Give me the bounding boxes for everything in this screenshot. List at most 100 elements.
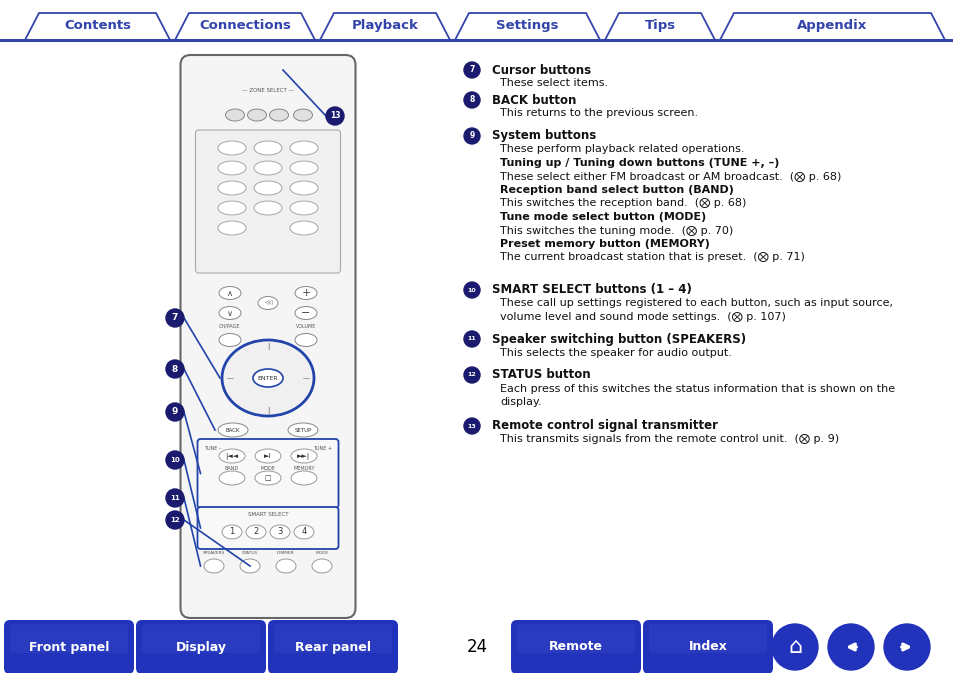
Text: STATUS: STATUS (242, 551, 258, 555)
Ellipse shape (246, 525, 266, 539)
Circle shape (883, 624, 929, 670)
Ellipse shape (294, 525, 314, 539)
Ellipse shape (269, 109, 288, 121)
FancyBboxPatch shape (195, 130, 340, 273)
Text: — ZONE SELECT —: — ZONE SELECT — (242, 87, 294, 92)
FancyBboxPatch shape (4, 620, 133, 673)
Text: The current broadcast station that is preset.  (⨂ p. 71): The current broadcast station that is pr… (499, 252, 804, 262)
Text: 24: 24 (466, 638, 487, 656)
Polygon shape (455, 13, 599, 40)
Circle shape (166, 511, 184, 529)
Text: ►►|: ►►| (297, 452, 311, 460)
Text: This switches the reception band.  (⨂ p. 68): This switches the reception band. (⨂ p. … (499, 199, 745, 209)
Text: MEMORY: MEMORY (293, 466, 314, 470)
FancyBboxPatch shape (642, 620, 772, 673)
Text: 7: 7 (172, 314, 178, 322)
Ellipse shape (219, 287, 241, 299)
Ellipse shape (218, 423, 248, 437)
Text: —: — (226, 375, 233, 381)
Text: 2: 2 (253, 528, 258, 536)
Text: TUNE +: TUNE + (314, 446, 333, 450)
Ellipse shape (257, 297, 277, 310)
FancyBboxPatch shape (180, 55, 355, 618)
Circle shape (463, 418, 479, 434)
Text: 11: 11 (170, 495, 180, 501)
Ellipse shape (290, 141, 317, 155)
Polygon shape (174, 13, 314, 40)
Ellipse shape (312, 559, 332, 573)
Polygon shape (319, 13, 450, 40)
Text: ◁◁: ◁◁ (263, 301, 272, 306)
Text: SMART SELECT: SMART SELECT (248, 513, 288, 518)
Text: Each press of this switches the status information that is shown on the: Each press of this switches the status i… (499, 384, 894, 394)
Ellipse shape (225, 109, 244, 121)
Ellipse shape (270, 525, 290, 539)
Text: SPEAKERS: SPEAKERS (203, 551, 225, 555)
Text: 9: 9 (469, 131, 475, 141)
Text: Speaker switching button (SPEAKERS): Speaker switching button (SPEAKERS) (492, 332, 745, 345)
FancyBboxPatch shape (511, 620, 640, 673)
Polygon shape (720, 13, 944, 40)
Text: 10: 10 (467, 287, 476, 293)
FancyBboxPatch shape (142, 624, 260, 653)
Text: System buttons: System buttons (492, 129, 596, 143)
Text: BACK button: BACK button (492, 94, 576, 106)
Text: +: + (301, 288, 311, 298)
Ellipse shape (253, 141, 282, 155)
Text: Tuning up / Tuning down buttons (TUNE +, –): Tuning up / Tuning down buttons (TUNE +,… (499, 158, 779, 168)
FancyBboxPatch shape (10, 624, 128, 653)
Circle shape (166, 360, 184, 378)
Text: 8: 8 (469, 96, 475, 104)
Ellipse shape (290, 221, 317, 235)
Text: Playback: Playback (352, 19, 418, 32)
Circle shape (463, 62, 479, 78)
Ellipse shape (291, 471, 316, 485)
Ellipse shape (219, 334, 241, 347)
Ellipse shape (294, 287, 316, 299)
Ellipse shape (218, 201, 246, 215)
Ellipse shape (254, 471, 281, 485)
Ellipse shape (222, 525, 242, 539)
Circle shape (771, 624, 817, 670)
Text: BAND: BAND (225, 466, 239, 470)
Text: Rear panel: Rear panel (294, 641, 371, 653)
Text: ∧: ∧ (227, 289, 233, 297)
Ellipse shape (288, 423, 317, 437)
Text: Display: Display (175, 641, 226, 653)
Ellipse shape (254, 449, 281, 463)
Text: 12: 12 (467, 372, 476, 378)
Text: ►I: ►I (264, 453, 272, 459)
Text: □: □ (264, 475, 271, 481)
Text: volume level and sound mode settings.  (⨂ p. 107): volume level and sound mode settings. (⨂… (499, 312, 785, 322)
Text: Reception band select button (BAND): Reception band select button (BAND) (499, 185, 733, 195)
Ellipse shape (290, 201, 317, 215)
Text: SETUP: SETUP (294, 427, 312, 433)
Ellipse shape (253, 201, 282, 215)
FancyBboxPatch shape (517, 624, 635, 653)
Text: These select items.: These select items. (499, 79, 607, 89)
Ellipse shape (294, 306, 316, 320)
Ellipse shape (218, 221, 246, 235)
Text: CH/PAGE: CH/PAGE (219, 324, 240, 328)
Text: This switches the tuning mode.  (⨂ p. 70): This switches the tuning mode. (⨂ p. 70) (499, 225, 733, 236)
Circle shape (166, 309, 184, 327)
FancyBboxPatch shape (648, 624, 766, 653)
Ellipse shape (219, 449, 245, 463)
Circle shape (463, 128, 479, 144)
Ellipse shape (218, 161, 246, 175)
Text: These call up settings registered to each button, such as input source,: These call up settings registered to eac… (499, 299, 892, 308)
Ellipse shape (219, 306, 241, 320)
Ellipse shape (294, 109, 313, 121)
Circle shape (326, 107, 344, 125)
Circle shape (827, 624, 873, 670)
Text: Remote control signal transmitter: Remote control signal transmitter (492, 419, 718, 433)
Text: 13: 13 (330, 112, 340, 120)
Text: MODE: MODE (315, 551, 328, 555)
Ellipse shape (204, 559, 224, 573)
Text: DIMMER: DIMMER (276, 551, 294, 555)
Text: Tips: Tips (644, 19, 675, 32)
Ellipse shape (247, 109, 266, 121)
Text: |: | (267, 406, 269, 413)
Polygon shape (604, 13, 714, 40)
Text: STATUS button: STATUS button (492, 369, 590, 382)
